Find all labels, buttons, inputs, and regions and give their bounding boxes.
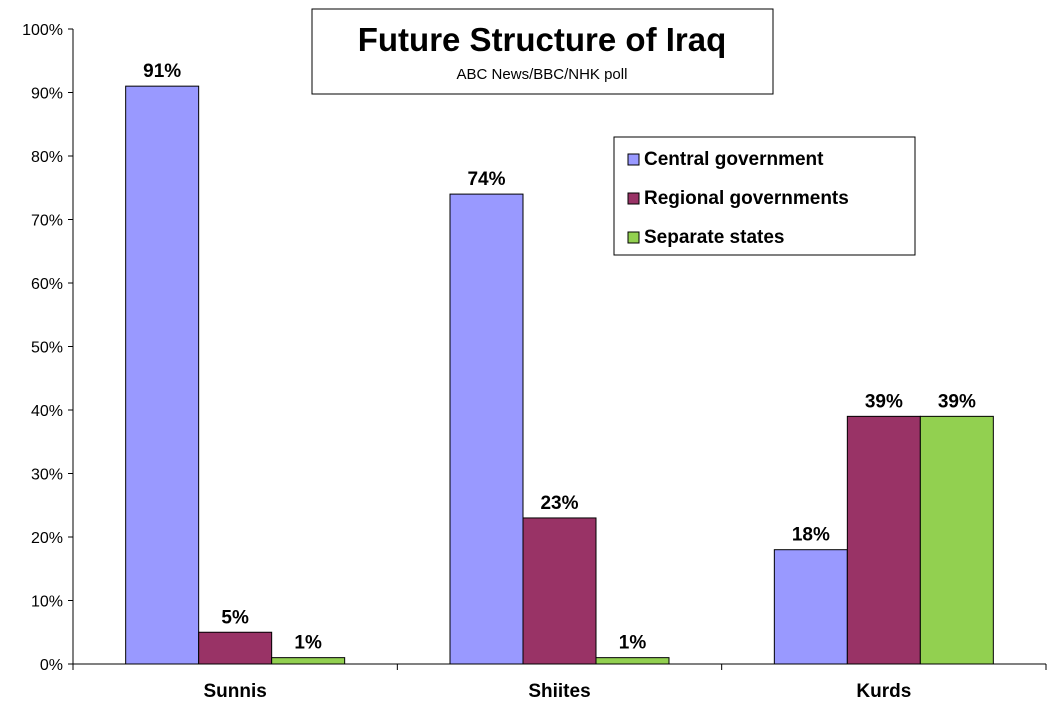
data-label: 1%	[619, 633, 647, 654]
legend-swatch	[627, 231, 640, 244]
data-label: 1%	[294, 633, 322, 654]
data-label: 91%	[143, 61, 181, 82]
bar-kurds-separate-states	[919, 415, 994, 665]
bar-shiites-central-government	[449, 193, 524, 665]
bar-sunnis-separate-states	[271, 657, 346, 665]
bar-shiites-regional-governments	[522, 517, 597, 665]
bar-sunnis-regional-governments	[198, 631, 273, 665]
y-tick-label: 80%	[31, 149, 63, 166]
y-tick-label: 50%	[31, 340, 63, 357]
data-label: 23%	[540, 493, 578, 514]
y-tick-label: 0%	[40, 657, 63, 674]
bars	[125, 85, 994, 665]
x-ticks	[72, 664, 1047, 670]
legend: Central government Regional governments Se…	[613, 136, 916, 256]
y-tick-label: 10%	[31, 594, 63, 611]
y-tick-label: 40%	[31, 403, 63, 420]
legend-swatch	[627, 192, 640, 205]
y-tick-label: 20%	[31, 530, 63, 547]
category-label-kurds: Kurds	[856, 681, 911, 702]
category-label-sunnis: Sunnis	[203, 681, 266, 702]
title-box: Future Structure of Iraq ABC News/BBC/NH…	[311, 8, 774, 95]
bar-sunnis-central-government	[125, 85, 200, 665]
title-frame	[311, 8, 774, 95]
data-label: 18%	[792, 525, 830, 546]
legend-label: Central government	[644, 149, 824, 170]
bar-shiites-separate-states	[595, 657, 670, 665]
category-labels: Sunnis Shiites Kurds	[203, 681, 911, 702]
legend-label: Separate states	[644, 227, 784, 248]
legend-frame	[613, 136, 916, 256]
chart-title: Future Structure of Iraq	[358, 21, 727, 58]
chart-subtitle: ABC News/BBC/NHK poll	[457, 66, 628, 83]
legend-label: Regional governments	[644, 188, 849, 209]
y-tick-label: 100%	[22, 22, 63, 39]
y-tick-label: 60%	[31, 276, 63, 293]
category-label-shiites: Shiites	[528, 681, 590, 702]
data-label: 5%	[221, 607, 249, 628]
y-tick-label: 30%	[31, 467, 63, 484]
y-tick-label: 90%	[31, 86, 63, 103]
y-tick-label: 70%	[31, 213, 63, 230]
data-labels: 91% 5% 1% 74% 23% 1% 18% 39% 39%	[143, 61, 976, 654]
bar-kurds-regional-governments	[846, 415, 921, 665]
data-label: 39%	[865, 391, 903, 412]
bar-kurds-central-government	[773, 549, 848, 665]
data-label: 39%	[938, 391, 976, 412]
legend-swatch	[627, 153, 640, 166]
data-label: 74%	[467, 169, 505, 190]
y-ticks: 0% 10% 20% 30% 40% 50% 60% 70% 80% 90% 100%	[22, 22, 73, 674]
